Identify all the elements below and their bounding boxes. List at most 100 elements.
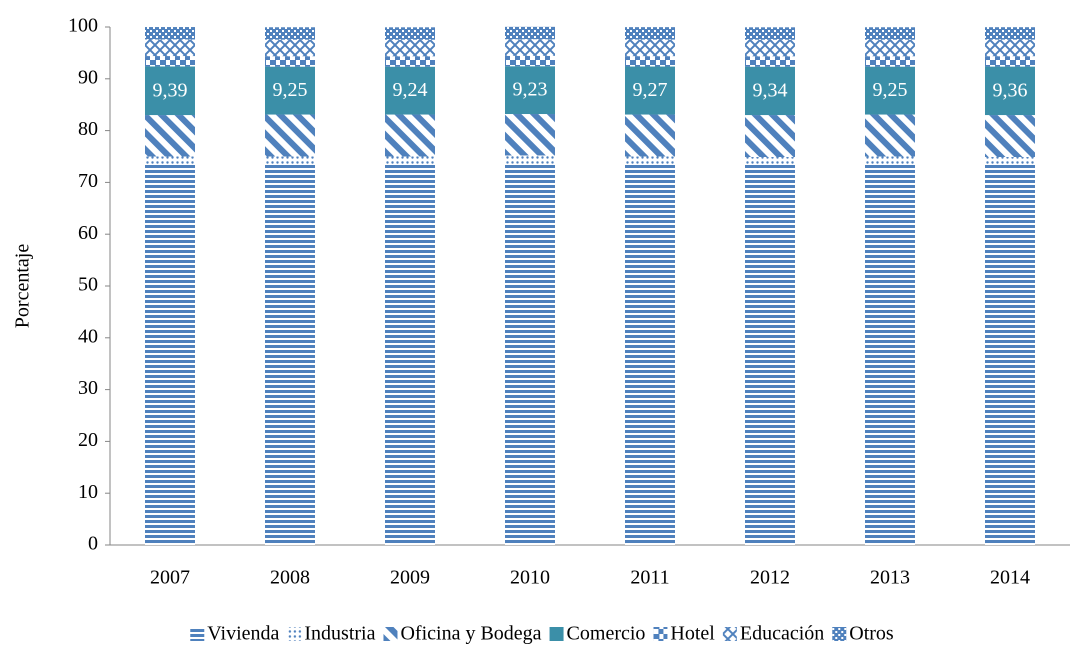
bar-segment [625, 56, 675, 67]
bar-segment [145, 115, 195, 157]
data-label: 9,27 [633, 79, 668, 101]
bar-segment [745, 164, 795, 545]
y-axis-label: Porcentaje [12, 244, 34, 329]
bar-segment [745, 115, 795, 158]
bar-segment [505, 155, 555, 164]
legend-label: Oficina y Bodega [400, 623, 541, 645]
legend-item: Educación [722, 623, 824, 645]
legend-swatch [383, 627, 398, 641]
y-tick-label: 0 [88, 533, 98, 555]
x-tick-label: 2014 [990, 567, 1030, 589]
bar-segment [745, 27, 795, 40]
bar-segment [625, 164, 675, 545]
bar-segment [505, 55, 555, 67]
bar-segment [145, 164, 195, 545]
bar-segment [625, 39, 675, 57]
data-label: 9,25 [273, 79, 308, 101]
legend-label: Vivienda [207, 623, 279, 645]
x-tick-label: 2012 [750, 567, 790, 589]
x-tick-label: 2013 [870, 567, 910, 589]
data-label: 9,34 [753, 79, 788, 101]
bar-segment [145, 66, 195, 116]
bar-segment [865, 156, 915, 165]
legend-swatch [190, 627, 205, 641]
bar-segment [265, 66, 315, 115]
legend-label: Comercio [567, 623, 646, 645]
bar-segment [985, 39, 1035, 57]
legend-label: Industria [304, 623, 375, 645]
y-tick-label: 30 [78, 377, 98, 399]
x-tick-label: 2009 [390, 567, 430, 589]
bar-segment [865, 39, 915, 57]
legend-item: Oficina y Bodega [383, 623, 542, 645]
data-label: 9,36 [993, 79, 1028, 101]
bar-segment [505, 26, 555, 40]
bar-segment [385, 156, 435, 165]
legend-item: Industria [287, 623, 376, 645]
bar-segment [265, 164, 315, 545]
bar-segment [265, 39, 315, 57]
legend-item: Otros [832, 623, 894, 645]
legend-label: Otros [849, 623, 894, 645]
bar-segment [985, 27, 1035, 40]
y-tick-label: 10 [78, 481, 98, 503]
legend-swatch [722, 627, 737, 641]
bar-segment [745, 157, 795, 165]
bar-segment [385, 39, 435, 57]
legend-item: Hotel [653, 623, 715, 645]
x-tick-label: 2011 [630, 567, 669, 589]
bar-segment [265, 56, 315, 67]
x-tick-label: 2008 [270, 567, 310, 589]
bar-segment [385, 164, 435, 545]
bar-segment [865, 164, 915, 545]
y-tick-label: 50 [78, 274, 98, 296]
bar-segment [625, 66, 675, 115]
bar-segment [985, 56, 1035, 67]
bar-segment [385, 27, 435, 40]
bar-segment [145, 39, 195, 57]
bar-segment [145, 56, 195, 67]
y-tick-label: 70 [78, 170, 98, 192]
data-label: 9,23 [513, 79, 548, 101]
legend-item: Vivienda [190, 623, 280, 645]
legend-swatch [287, 627, 302, 641]
bar-segment [985, 66, 1035, 116]
bar-segment [265, 156, 315, 165]
bar-segment [385, 114, 435, 157]
bar-segment [745, 66, 795, 116]
bar-segment [865, 114, 915, 157]
data-label: 9,39 [153, 79, 188, 101]
legend-swatch [832, 627, 847, 641]
bar-segment [505, 163, 555, 545]
bar-segment [505, 114, 555, 156]
bar-segment [265, 27, 315, 40]
bar-segment [625, 114, 675, 157]
data-label: 9,25 [873, 79, 908, 101]
data-label: 9,24 [393, 79, 428, 101]
legend-swatch [549, 627, 564, 641]
y-tick-label: 100 [68, 15, 98, 37]
bar-segment [505, 39, 555, 56]
y-tick-label: 80 [78, 118, 98, 140]
bar-segment [745, 56, 795, 67]
bar-segment [385, 66, 435, 115]
bar-segment [985, 115, 1035, 158]
bar-segment [865, 56, 915, 67]
legend-item: Comercio [549, 623, 646, 645]
x-tick-label: 2007 [150, 567, 190, 589]
bar-segment [505, 66, 555, 115]
y-tick-label: 90 [78, 66, 98, 88]
bar-segment [865, 66, 915, 115]
bar-segment [745, 39, 795, 57]
bar-segment [865, 27, 915, 40]
legend-label: Hotel [670, 623, 715, 645]
bar-segment [625, 27, 675, 40]
bar-segment [985, 157, 1035, 165]
legend-swatch [653, 627, 668, 641]
legend-label: Educación [740, 623, 824, 645]
bar-segment [265, 114, 315, 157]
y-tick-label: 60 [78, 222, 98, 244]
bar-segment [385, 56, 435, 67]
bar-segment [985, 164, 1035, 545]
